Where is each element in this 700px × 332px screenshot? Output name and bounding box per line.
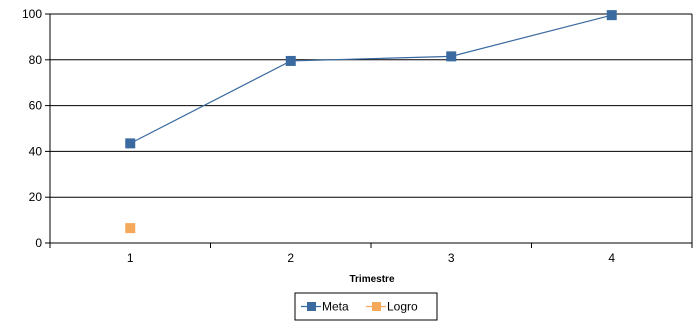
legend-marker-meta [307,302,316,311]
series-line-meta [129,14,612,144]
data-point-meta [125,138,136,149]
data-point-meta [606,10,617,21]
y-tick-label: 60 [29,99,43,113]
y-tick-label: 80 [29,53,43,67]
y-tick-label: 40 [29,144,43,158]
x-axis-title: Trimestre [349,274,394,285]
y-tick-label: 0 [35,236,42,250]
x-tick-label: 3 [448,251,455,265]
y-tick-label: 100 [22,7,42,21]
x-tick-label: 1 [127,251,134,265]
legend-label-meta: Meta [322,300,349,314]
data-series [125,10,617,234]
y-tick-label: 20 [29,190,43,204]
data-point-meta [285,55,296,66]
axes [45,13,693,248]
data-point-meta [446,51,457,62]
legend: Meta Logro [294,292,438,321]
gridlines [50,13,692,198]
data-point-logro [125,223,136,234]
x-tick-label: 4 [608,251,615,265]
tick-labels: 0 20 40 60 80 100 1 2 3 4 [22,7,615,265]
legend-marker-logro [372,302,381,311]
x-tick-label: 2 [287,251,294,265]
legend-label-logro: Logro [387,300,418,314]
